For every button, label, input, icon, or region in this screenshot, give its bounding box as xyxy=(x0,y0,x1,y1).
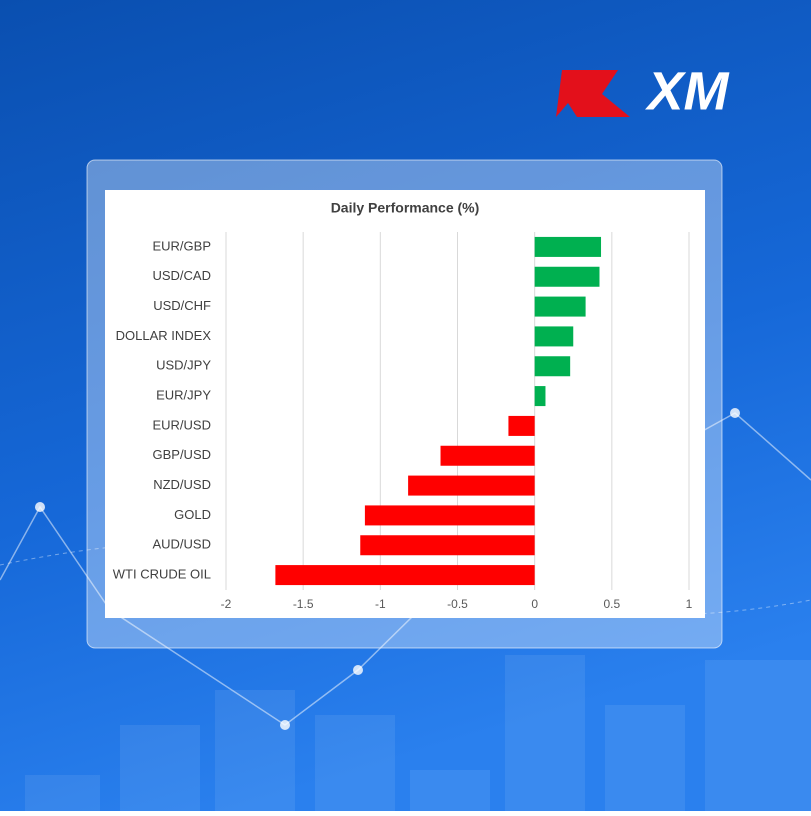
bar xyxy=(534,236,602,257)
x-tick-label: -1.5 xyxy=(293,597,314,611)
decor-columns xyxy=(25,655,811,811)
y-tick-label: AUD/USD xyxy=(152,537,211,552)
logo-text: XM xyxy=(645,61,730,121)
bar xyxy=(364,505,535,526)
y-tick-label: EUR/JPY xyxy=(156,388,211,403)
bar xyxy=(534,296,586,317)
y-tick-label: USD/CAD xyxy=(152,268,211,283)
y-tick-label: NZD/USD xyxy=(153,477,211,492)
x-tick-label: -2 xyxy=(221,597,232,611)
y-tick-label: GBP/USD xyxy=(152,447,211,462)
x-tick-label: -1 xyxy=(375,597,386,611)
x-tick-label: 0.5 xyxy=(603,597,620,611)
y-tick-label: USD/CHF xyxy=(153,298,211,313)
y-tick-label: DOLLAR INDEX xyxy=(116,328,212,343)
bar xyxy=(534,326,574,347)
bar xyxy=(275,565,535,586)
y-tick-label: USD/JPY xyxy=(156,358,211,373)
y-tick-label: EUR/USD xyxy=(152,417,211,432)
bar xyxy=(534,356,571,377)
bar xyxy=(508,415,535,436)
x-tick-label: 1 xyxy=(686,597,693,611)
x-tick-label: -0.5 xyxy=(447,597,468,611)
logo-mark xyxy=(556,70,630,117)
bar xyxy=(534,266,600,287)
bar xyxy=(408,475,535,496)
bar xyxy=(534,386,546,407)
bar xyxy=(360,535,535,556)
x-tick-label: 0 xyxy=(531,597,538,611)
y-tick-label: EUR/GBP xyxy=(152,238,211,253)
bar xyxy=(440,445,535,466)
y-tick-label: GOLD xyxy=(174,507,211,522)
chart-title: Daily Performance (%) xyxy=(331,200,480,216)
decor-dots xyxy=(35,408,740,730)
plot: -2 -1.5 -1 -0.5 0 0.5 1 EUR/GBP USD/CAD USD/CHF DO… xyxy=(113,232,693,611)
y-tick-label: WTI CRUDE OIL xyxy=(113,567,211,582)
